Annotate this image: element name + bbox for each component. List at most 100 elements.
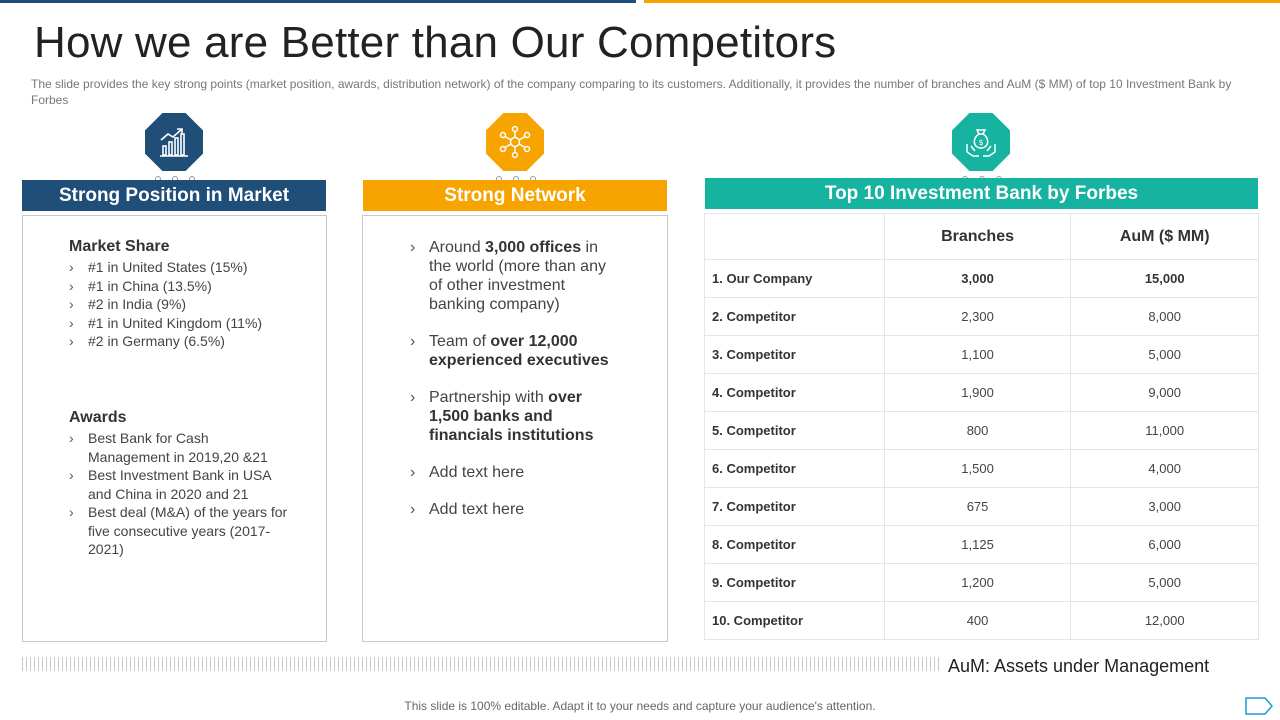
network-item-text: Partnership with over 1,500 banks and fi…	[429, 388, 610, 445]
table-row: 2. Competitor 2,300 8,000	[704, 297, 1259, 336]
table-row: 5. Competitor 800 11,000	[704, 411, 1259, 450]
aum-cell: 4,000	[1070, 449, 1259, 488]
chevron-right-icon: ›	[410, 501, 416, 518]
aum-cell: 8,000	[1070, 297, 1259, 336]
network-item-text: Add text here	[429, 500, 524, 519]
award-item: › Best Investment Bank in USA and China i…	[69, 466, 289, 503]
chevron-right-icon: ›	[69, 259, 74, 275]
aum-cell: 9,000	[1070, 373, 1259, 412]
award-text: Best Bank for Cash Management in 2019,20…	[88, 430, 268, 465]
aum-cell: 5,000	[1070, 335, 1259, 374]
network-item: › Partnership with over 1,500 banks and f…	[410, 388, 610, 445]
row-label: 8. Competitor	[704, 525, 885, 564]
network-item-text: Team of over 12,000 experienced executiv…	[429, 332, 610, 370]
award-text: Best deal (M&A) of the years for five co…	[88, 504, 288, 557]
aum-cell: 3,000	[1070, 487, 1259, 526]
network-item-plain: Add text here	[429, 501, 525, 518]
network-item-highlight: over 12,000 experienced executives	[429, 333, 609, 369]
aum-cell: 11,000	[1070, 411, 1259, 450]
market-share-item: › #2 in Germany (6.5%)	[69, 332, 309, 351]
table-row: 1. Our Company 3,000 15,000	[704, 259, 1259, 298]
row-label: 5. Competitor	[704, 411, 885, 450]
panel-strong-position: Market Share › #1 in United States (15%) ›…	[22, 215, 327, 642]
network-item-highlight: 3,000 offices	[485, 239, 582, 256]
dashed-divider	[22, 657, 940, 671]
awards-section: Awards › Best Bank for Cash Management in…	[69, 409, 289, 559]
market-share-text: #2 in India (9%)	[88, 296, 187, 312]
network-item-plain: Around	[429, 239, 486, 256]
aum-footnote: AuM: Assets under Management	[948, 656, 1210, 676]
panel-strong-network: › Around 3,000 offices in the world (more…	[362, 215, 668, 642]
chevron-right-icon: ›	[69, 333, 74, 349]
header-top-10-forbes: Top 10 Investment Bank by Forbes	[705, 178, 1258, 209]
market-share-item: › #1 in United States (15%)	[69, 258, 309, 277]
award-text: Best Investment Bank in USA and China in…	[88, 467, 271, 502]
page-subtitle: The slide provides the key strong points…	[31, 77, 1232, 107]
bar-chart-growth-icon	[145, 113, 203, 171]
branches-cell: 1,500	[883, 449, 1072, 488]
network-item: › Add text here	[410, 500, 610, 519]
chevron-right-icon: ›	[69, 430, 74, 446]
forbes-table: Branches AuM ($ MM) 1. Our Company 3,000 1…	[704, 213, 1259, 640]
chevron-right-icon: ›	[410, 464, 416, 481]
branches-cell: 1,100	[883, 335, 1072, 374]
chevron-right-icon: ›	[69, 314, 74, 331]
branches-cell: 1,200	[883, 563, 1072, 602]
chevron-right-icon: ›	[69, 467, 74, 483]
network-item: › Around 3,000 offices in the world (more…	[410, 238, 610, 314]
table-row: 7. Competitor 675 3,000	[704, 487, 1259, 526]
market-share-title: Market Share	[69, 238, 170, 255]
page-title: How we are Better than Our Competitors	[34, 18, 837, 67]
money-bag-hands-icon: $	[952, 113, 1010, 171]
header-strong-network: Strong Network	[363, 180, 667, 211]
market-share-item: › #2 in India (9%)	[69, 295, 309, 314]
chevron-right-icon: ›	[410, 389, 416, 406]
aum-cell: 12,000	[1070, 601, 1259, 640]
network-item: › Team of over 12,000 experienced executi…	[410, 332, 610, 370]
aum-cell: 5,000	[1070, 563, 1259, 602]
aum-cell: 15,000	[1070, 259, 1259, 298]
table-header-blank	[704, 213, 885, 260]
network-item-plain: in the world (more than any of other inv…	[429, 239, 606, 313]
table-header-branches: Branches	[883, 213, 1072, 260]
table-row: 10. Competitor 400 12,000	[704, 601, 1259, 640]
aum-cell: 6,000	[1070, 525, 1259, 564]
row-label: 6. Competitor	[704, 449, 885, 488]
branches-cell: 1,125	[883, 525, 1072, 564]
table-row: 8. Competitor 1,125 6,000	[704, 525, 1259, 564]
network-item-text: Add text here	[429, 463, 524, 482]
branches-cell: 675	[883, 487, 1072, 526]
branches-cell: 400	[883, 601, 1072, 640]
chevron-right-icon: ›	[410, 333, 416, 350]
row-label: 3. Competitor	[704, 335, 885, 374]
market-share-item: › #1 in United Kingdom (11%)	[69, 314, 309, 333]
network-item-plain: Add text here	[429, 464, 525, 481]
row-label: 10. Competitor	[704, 601, 885, 640]
row-label: 4. Competitor	[704, 373, 885, 412]
row-label: 9. Competitor	[704, 563, 885, 602]
market-share-text: #1 in United Kingdom (11%)	[88, 314, 263, 331]
branches-cell: 800	[883, 411, 1072, 450]
network-item-plain: Partnership with	[429, 389, 549, 406]
award-item: › Best deal (M&A) of the years for five c…	[69, 503, 289, 559]
svg-text:$: $	[978, 138, 983, 147]
market-share-item: › #1 in China (13.5%)	[69, 277, 309, 296]
top-accent-bar-orange	[644, 0, 1280, 3]
branches-cell: 1,900	[883, 373, 1072, 412]
next-slide-arrow-icon[interactable]	[1245, 697, 1273, 715]
branches-cell: 2,300	[883, 297, 1072, 336]
chevron-right-icon: ›	[69, 504, 74, 520]
chevron-right-icon: ›	[69, 277, 74, 294]
market-share-section: Market Share › #1 in United States (15%) ›…	[69, 238, 309, 351]
row-label: 2. Competitor	[704, 297, 885, 336]
network-item-plain: Team of	[429, 333, 491, 350]
network-item-highlight: over 1,500 banks and financials institut…	[429, 389, 594, 444]
top-accent-bar-navy	[0, 0, 636, 3]
chevron-right-icon: ›	[410, 239, 416, 256]
awards-title: Awards	[69, 409, 127, 426]
branches-cell: 3,000	[883, 259, 1072, 298]
network-item-text: Around 3,000 offices in the world (more …	[429, 238, 610, 314]
table-row: 3. Competitor 1,100 5,000	[704, 335, 1259, 374]
chevron-right-icon: ›	[69, 296, 74, 312]
row-label: 7. Competitor	[704, 487, 885, 526]
